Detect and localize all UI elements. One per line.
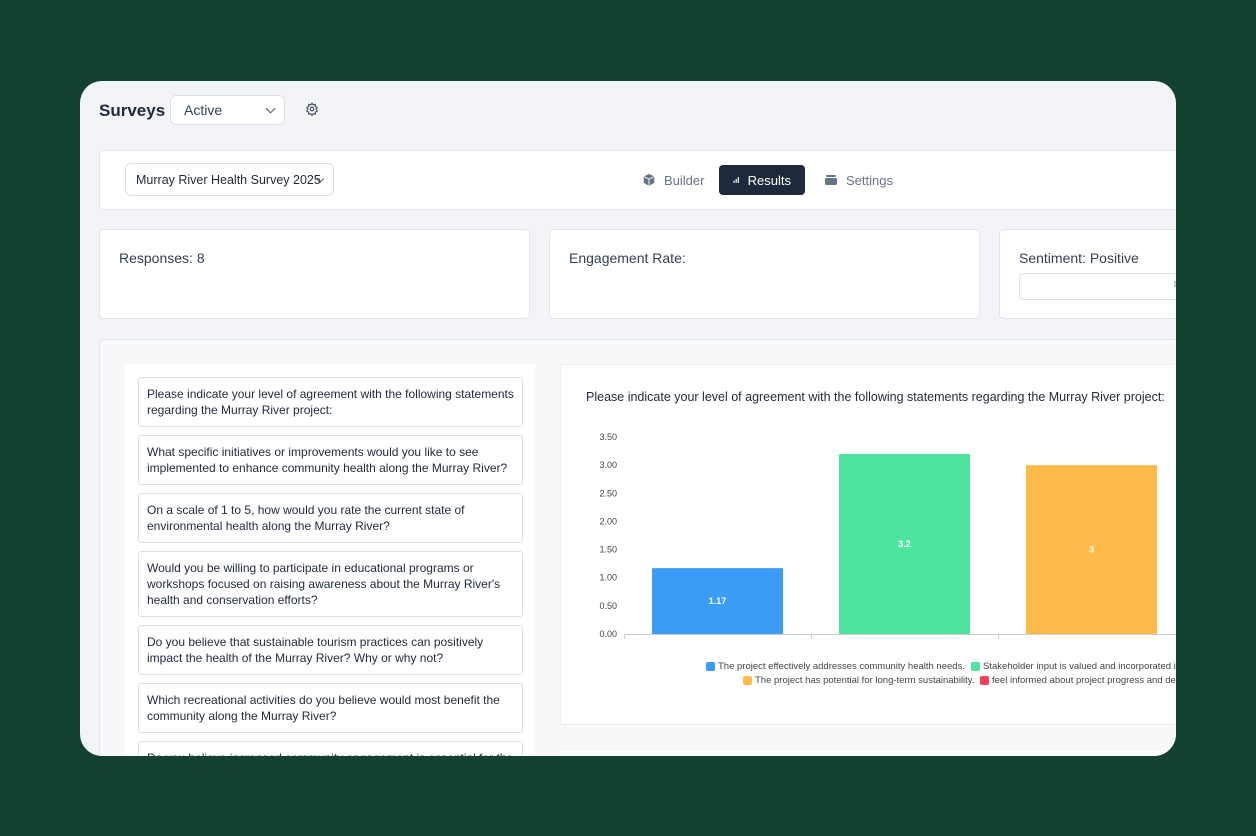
tab-settings[interactable]: Settings [824,165,893,195]
sentiment-card: Sentiment: Positive ⧉ [999,229,1176,319]
survey-select[interactable]: Murray River Health Survey 2025 [125,163,334,196]
sentiment-value: Sentiment: Positive [1019,250,1139,266]
tab-results[interactable]: Results [719,165,805,195]
tab-builder-label: Builder [664,172,705,188]
stack-icon [825,175,837,185]
y-tick-label: 2.00 [599,516,617,526]
responses-count: Responses: 8 [119,250,205,266]
y-tick-label: 3.00 [599,460,617,470]
bar [1026,465,1157,634]
chart-card: Please indicate your level of agreement … [560,364,1176,725]
legend-swatch [706,662,715,671]
y-tick-label: 3.50 [599,432,617,442]
bar-chart-icon [733,177,739,183]
legend-item: The project has potential for long-term … [743,675,975,686]
legend-item: Stakeholder input is valued and incorpor… [971,661,1176,672]
legend-label: The project effectively addresses commun… [718,661,965,672]
legend-item: The project effectively addresses commun… [706,661,965,672]
bar-data-label: 3 [1089,545,1094,555]
tab-results-label: Results [747,172,791,188]
survey-select-value: Murray River Health Survey 2025 [136,172,321,187]
responses-card: Responses: 8 [99,229,530,319]
legend-swatch [980,676,989,685]
question-item[interactable]: Would you be willing to participate in e… [138,551,523,617]
cube-icon [643,173,655,187]
legend-item: feel informed about project progress and… [980,675,1176,686]
page-title: Surveys [99,101,166,120]
legend-label: Stakeholder input is valued and incorpor… [983,661,1176,672]
question-item[interactable]: Which recreational activities do you bel… [138,683,523,733]
y-tick-label: 0.50 [599,601,617,611]
bar [652,568,783,634]
engagement-card: Engagement Rate: [549,229,980,319]
sentiment-field[interactable]: ⧉ [1019,273,1176,300]
survey-toolbar: Murray River Health Survey 2025 [99,150,1176,210]
question-item[interactable]: On a scale of 1 to 5, how would you rate… [138,493,523,543]
copy-icon[interactable]: ⧉ [1174,279,1176,292]
question-item[interactable]: What specific initiatives or improvement… [138,435,523,485]
status-filter-value: Active [184,102,223,118]
bar-data-label: 3.2 [898,539,911,549]
legend-swatch [743,676,752,685]
legend-label: The project has potential for long-term … [755,675,975,686]
y-tick-label: 2.50 [599,488,617,498]
bar-data-label: 1.17 [709,596,727,606]
tab-builder[interactable]: Builder [642,165,704,195]
y-tick-label: 0.00 [599,629,617,639]
bar [839,453,970,634]
question-item[interactable]: Do you believe that sustainable tourism … [138,625,523,675]
legend-label: feel informed about project progress and… [992,675,1176,686]
gear-icon[interactable] [305,102,319,117]
chart-title: Please indicate your level of agreement … [586,390,1165,404]
bar-chart: 0.00 0.50 1.00 1.50 2.00 2.50 3.00 3.50 1.17 3.2 3 [599,432,1176,639]
engagement-rate: Engagement Rate: [569,250,686,266]
next-chart-card [560,751,1176,756]
question-item[interactable]: Do you believe increased community engag… [138,741,523,756]
legend-swatch [971,662,980,671]
app-window: Surveys Active Murray River Health Surve… [80,81,1176,756]
tab-settings-label: Settings [846,172,893,188]
y-tick-label: 1.50 [599,545,617,555]
chevron-down-icon [265,103,276,114]
y-tick-label: 1.00 [599,573,617,583]
status-filter-dropdown[interactable]: Active [170,95,285,125]
question-item[interactable]: Please indicate your level of agreement … [138,377,523,427]
